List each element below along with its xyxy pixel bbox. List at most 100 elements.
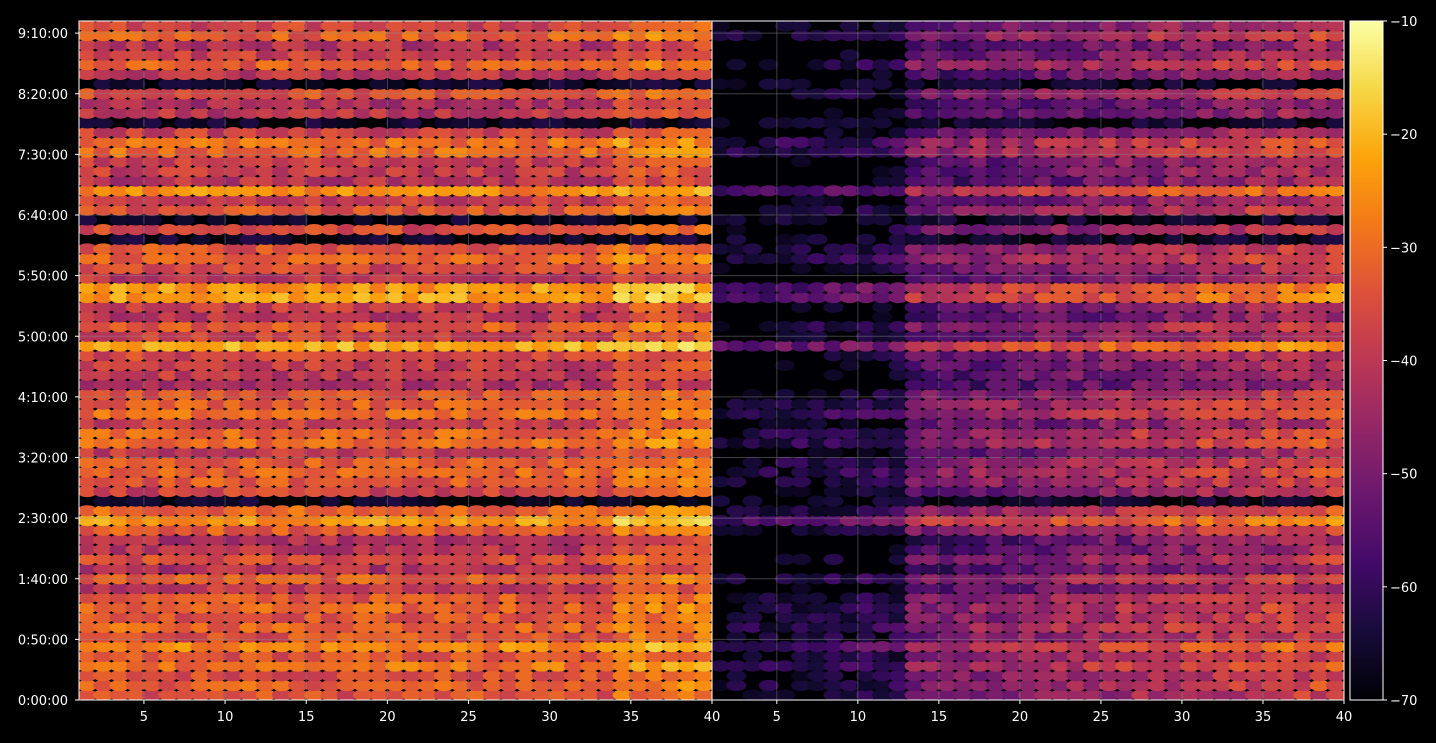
heatmap-cell xyxy=(1310,214,1330,225)
heatmap-cell xyxy=(694,457,714,468)
y-tick-label: 0:00:00 xyxy=(18,694,68,709)
heatmap-cell xyxy=(694,243,714,254)
heatmap-cell xyxy=(694,166,714,177)
heatmap-cell xyxy=(759,59,779,70)
heatmap-cell xyxy=(564,79,584,90)
heatmap-cell xyxy=(726,476,746,487)
heatmap-cell xyxy=(694,321,714,332)
heatmap-cell xyxy=(1164,117,1184,128)
heatmap-cell xyxy=(1326,622,1346,633)
heatmap-cell xyxy=(1034,214,1054,225)
heatmap-cell xyxy=(1326,379,1346,390)
heatmap-cell xyxy=(694,612,714,623)
heatmap-panel-right xyxy=(710,20,1346,700)
heatmap-cell xyxy=(937,214,957,225)
heatmap-cell xyxy=(272,79,292,90)
heatmap-cell xyxy=(694,117,714,128)
heatmap-cell xyxy=(564,234,584,245)
heatmap-cell xyxy=(824,554,844,565)
heatmap-cell xyxy=(532,496,552,507)
heatmap-cell xyxy=(1277,79,1297,90)
heatmap-cell xyxy=(807,234,827,245)
heatmap-cell xyxy=(791,486,811,497)
heatmap-cell xyxy=(694,544,714,555)
heatmap-cell xyxy=(1326,370,1346,381)
heatmap-cell xyxy=(1326,593,1346,604)
heatmap-cell xyxy=(1326,166,1346,177)
heatmap-cell xyxy=(304,79,324,90)
heatmap-cell xyxy=(824,108,844,119)
heatmap-cell xyxy=(1131,496,1151,507)
heatmap-cell xyxy=(807,418,827,429)
heatmap-cell xyxy=(1326,69,1346,80)
heatmap-cell xyxy=(743,30,763,41)
heatmap-cell xyxy=(1326,457,1346,468)
heatmap-cell xyxy=(824,127,844,138)
heatmap-cell xyxy=(872,302,892,313)
heatmap-cell xyxy=(791,243,811,254)
heatmap-cell xyxy=(1067,214,1087,225)
heatmap-cell xyxy=(1326,98,1346,109)
heatmap-cell xyxy=(807,389,827,400)
y-axis: 0:00:000:50:001:40:002:30:003:20:004:10:… xyxy=(18,27,79,709)
heatmap-cell xyxy=(775,690,795,701)
heatmap-cell xyxy=(840,418,860,429)
heatmap-cell xyxy=(694,263,714,274)
heatmap-cell xyxy=(694,195,714,206)
heatmap-cell xyxy=(1326,292,1346,303)
heatmap-cell xyxy=(1261,214,1281,225)
heatmap-cell xyxy=(1326,408,1346,419)
heatmap-cell xyxy=(385,79,405,90)
heatmap-cell xyxy=(1131,79,1151,90)
heatmap-cell xyxy=(1326,302,1346,313)
heatmap-cell xyxy=(937,234,957,245)
heatmap-cell xyxy=(872,311,892,322)
heatmap-cell xyxy=(694,350,714,361)
heatmap-cell xyxy=(613,496,633,507)
heatmap-cell xyxy=(743,243,763,254)
heatmap-cell xyxy=(1326,476,1346,487)
heatmap-cell xyxy=(743,389,763,400)
heatmap-cell xyxy=(694,680,714,691)
heatmap-cell xyxy=(369,234,389,245)
heatmap-cell xyxy=(1196,214,1216,225)
heatmap-cell xyxy=(824,370,844,381)
heatmap-cell xyxy=(1326,651,1346,662)
heatmap-cell xyxy=(856,447,876,458)
heatmap-cell xyxy=(1326,428,1346,439)
heatmap-cell xyxy=(1326,311,1346,322)
heatmap-cell xyxy=(759,631,779,642)
heatmap-cell xyxy=(1326,321,1346,332)
heatmap-cell xyxy=(1326,156,1346,167)
heatmap-cell xyxy=(1229,496,1249,507)
heatmap-cell xyxy=(807,214,827,225)
heatmap-cell xyxy=(775,389,795,400)
heatmap-cell xyxy=(126,234,146,245)
heatmap-cell xyxy=(694,205,714,216)
heatmap-cell xyxy=(1002,234,1022,245)
heatmap-cell xyxy=(645,117,665,128)
heatmap-cell xyxy=(1277,117,1297,128)
heatmap-cell xyxy=(710,321,730,332)
heatmap-cell xyxy=(856,127,876,138)
heatmap-panel-left xyxy=(77,20,714,700)
heatmap-cell xyxy=(840,49,860,60)
heatmap-cell xyxy=(694,302,714,313)
heatmap-cell xyxy=(1326,340,1346,351)
heatmap-cell xyxy=(1326,176,1346,187)
heatmap-cell xyxy=(694,360,714,371)
heatmap-cell xyxy=(694,137,714,148)
heatmap-cell xyxy=(483,79,503,90)
heatmap-cell xyxy=(1294,496,1314,507)
heatmap-cell xyxy=(824,205,844,216)
heatmap-cell xyxy=(743,496,763,507)
heatmap-cell xyxy=(1326,467,1346,478)
heatmap-cell xyxy=(694,525,714,536)
heatmap-cell xyxy=(726,670,746,681)
heatmap-cell xyxy=(694,602,714,613)
heatmap-cell xyxy=(321,496,341,507)
heatmap-cell xyxy=(402,117,422,128)
heatmap-cell xyxy=(1326,137,1346,148)
heatmap-cell xyxy=(694,389,714,400)
heatmap-cell xyxy=(694,467,714,478)
